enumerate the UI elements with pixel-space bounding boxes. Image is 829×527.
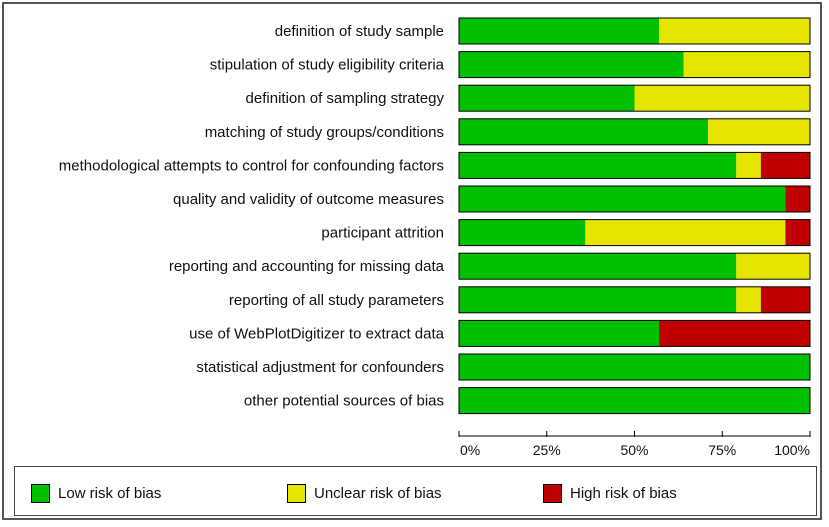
bar-outline <box>458 118 811 146</box>
bar-outline <box>458 185 811 213</box>
bar-segment <box>634 85 810 112</box>
bar-outline <box>458 51 811 79</box>
bar-segment <box>459 320 660 347</box>
legend-item-unclear: Unclear risk of bias <box>287 483 442 503</box>
bar-segment <box>459 85 635 112</box>
category-label: participant attrition <box>321 225 444 242</box>
bar-segment <box>459 118 709 145</box>
bar-outline <box>458 353 811 381</box>
bar-segment <box>736 152 761 179</box>
chart-legend: Low risk of bias Unclear risk of bias Hi… <box>14 466 817 516</box>
bar-outline <box>458 84 811 112</box>
legend-label-high: High risk of bias <box>570 484 677 502</box>
bar-outline <box>458 151 811 179</box>
category-label: reporting of all study parameters <box>229 292 444 309</box>
category-label: quality and validity of outcome measures <box>173 191 444 208</box>
category-label: use of WebPlotDigitizer to extract data <box>189 325 445 342</box>
risk-of-bias-chart: definition of study sample stipulation of… <box>59 17 811 458</box>
bar-segment <box>708 118 810 145</box>
category-label: definition of study sample <box>275 23 444 40</box>
x-tick-label: 50% <box>620 442 648 458</box>
category-label: statistical adjustment for confounders <box>196 359 444 376</box>
category-label: methodological attempts to control for c… <box>59 157 444 174</box>
bar-segment <box>659 320 810 347</box>
bar-segment <box>683 51 810 78</box>
bar-segment <box>459 387 810 414</box>
x-tick-label: 0% <box>460 442 480 458</box>
bar-segment <box>585 219 786 246</box>
bar-outline <box>458 17 811 45</box>
bar-segment <box>659 18 810 44</box>
bar-segment <box>459 51 684 78</box>
bar-outline <box>458 286 811 314</box>
category-label: definition of sampling strategy <box>246 90 445 107</box>
bar-segment <box>459 286 737 313</box>
category-label: matching of study groups/conditions <box>205 124 444 141</box>
legend-label-low: Low risk of bias <box>58 484 162 502</box>
legend-label-unclear: Unclear risk of bias <box>314 484 442 502</box>
bar-outline <box>458 387 811 415</box>
bar-segment <box>459 219 586 246</box>
legend-item-low: Low risk of bias <box>31 483 161 503</box>
bar-segment <box>760 152 810 179</box>
legend-item-high: High risk of bias <box>543 483 677 503</box>
x-tick-label: 25% <box>533 442 561 458</box>
bar-segment <box>459 186 786 212</box>
bar-outline <box>458 252 811 280</box>
bar-segment <box>459 18 660 44</box>
bar-segment <box>459 152 737 179</box>
bar-outline <box>458 219 811 247</box>
bar-segment <box>785 219 810 246</box>
bar-segment <box>459 354 810 380</box>
chart-frame: definition of study sample stipulation of… <box>2 2 822 520</box>
bar-segment <box>785 186 810 212</box>
bar-outline <box>458 319 811 347</box>
bar-segment <box>760 286 810 313</box>
legend-swatch-unclear <box>287 483 306 503</box>
legend-swatch-low <box>31 483 50 503</box>
bar-segment <box>736 253 810 280</box>
x-tick-label: 75% <box>708 442 736 458</box>
legend-swatch-high <box>543 483 562 503</box>
category-label: reporting and accounting for missing dat… <box>169 258 445 275</box>
x-tick-label: 100% <box>774 442 810 458</box>
bar-segment <box>459 253 737 280</box>
category-label: other potential sources of bias <box>244 393 444 410</box>
category-label: stipulation of study eligibility criteri… <box>210 57 445 74</box>
bar-segment <box>736 286 761 313</box>
